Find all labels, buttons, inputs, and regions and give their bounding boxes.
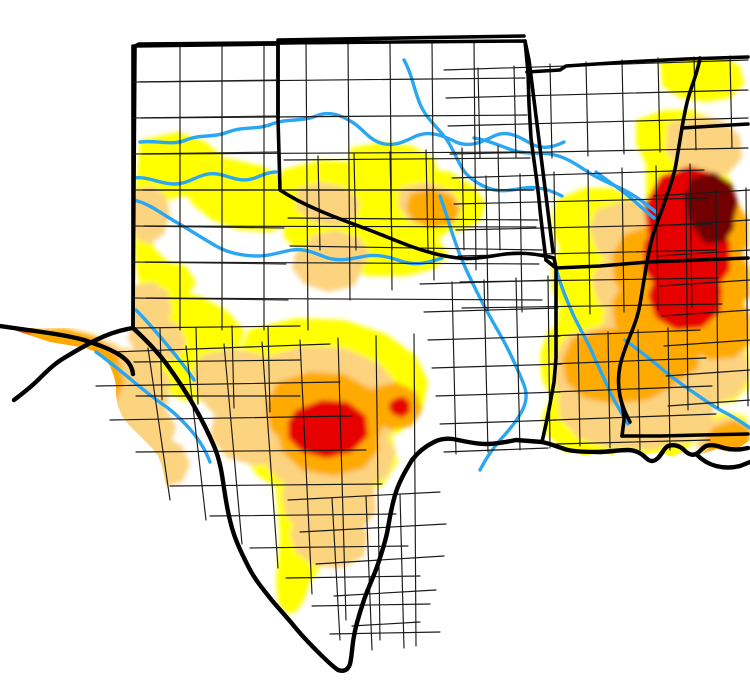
state-border-louisiana-east <box>618 394 626 438</box>
state-boundaries <box>0 34 750 673</box>
river-mississippi <box>554 266 630 426</box>
state-border-oklahoma <box>133 39 558 270</box>
coastline-louisiana-gulf <box>539 439 750 464</box>
river-red <box>132 198 444 266</box>
river-white <box>594 170 656 220</box>
state-border-tennessee <box>680 122 750 130</box>
state-border-texas-east <box>540 266 558 444</box>
county-boundaries-overlay <box>132 79 289 301</box>
state-border-arkansas-north <box>525 55 750 74</box>
river-pecos <box>134 308 196 382</box>
river-canadian-south <box>132 170 278 186</box>
state-border-arkansas-south <box>544 256 750 270</box>
coastline-rio-grande <box>0 323 136 377</box>
state-border-kansas <box>276 34 526 46</box>
river-arkansas <box>472 136 658 214</box>
coastline-alabama-gulf <box>693 451 750 470</box>
river-canadian <box>138 111 566 149</box>
state-border-mississippi-south <box>620 432 750 438</box>
river-mississippi-lower <box>623 338 750 430</box>
coastline-texas-gulf <box>11 325 545 673</box>
state-border-oklahoma-east <box>523 39 555 254</box>
state-border-mississippi-river <box>616 56 702 424</box>
river-rio-grande <box>94 350 212 464</box>
state-border-texas <box>131 42 558 330</box>
